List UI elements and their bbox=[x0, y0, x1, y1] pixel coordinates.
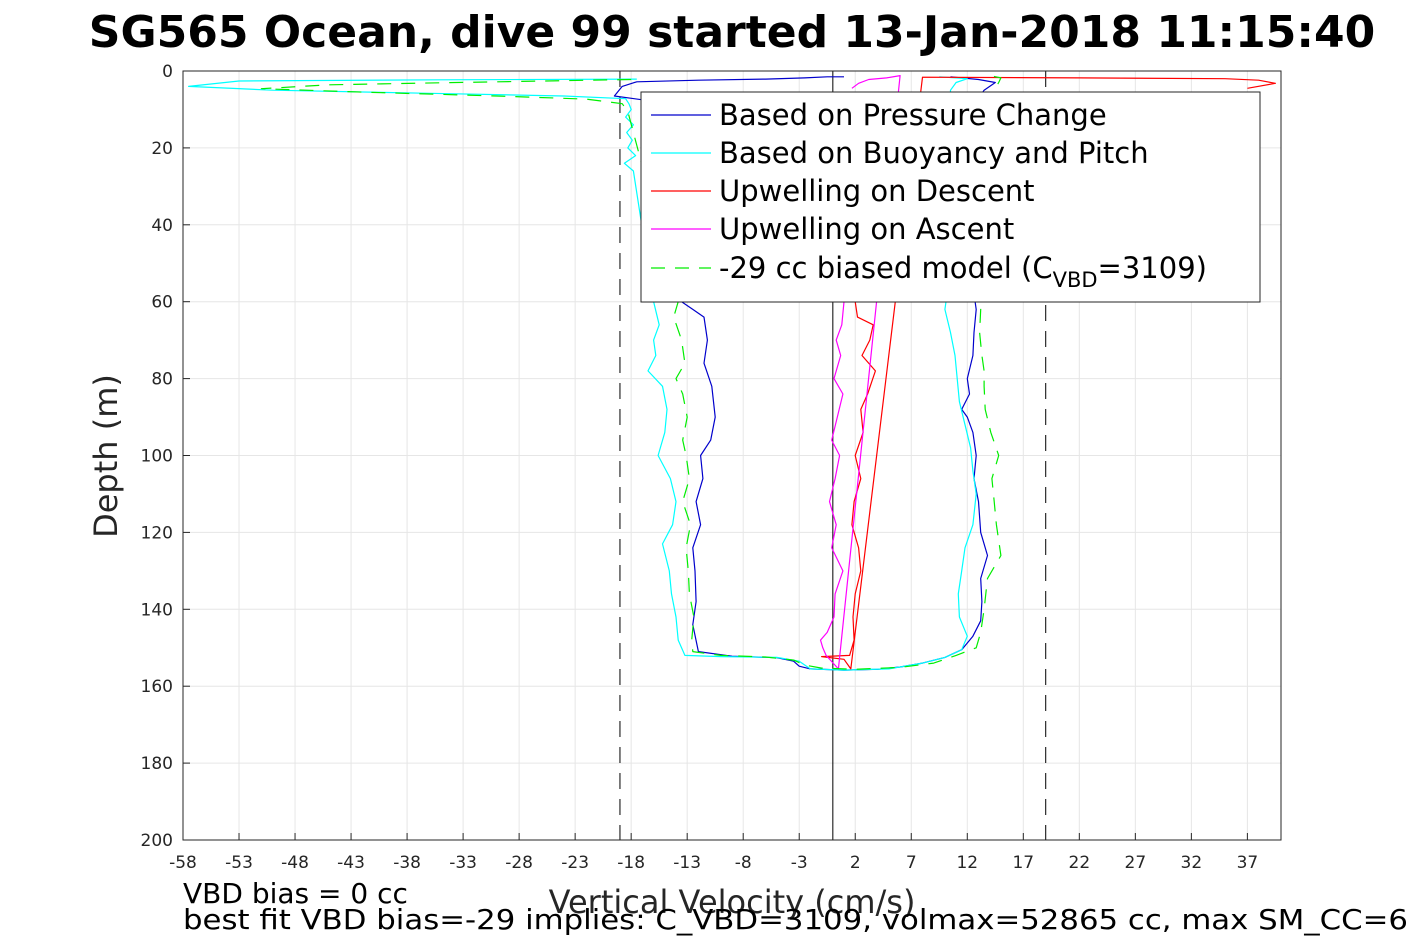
series-line-model bbox=[260, 75, 1002, 670]
y-tick-label: 60 bbox=[151, 293, 173, 313]
legend-model-prefix: -29 cc biased model (C bbox=[719, 251, 1053, 285]
y-tick-label: 180 bbox=[141, 754, 173, 774]
footer-best-fit: best fit VBD bias=-29 implies: C_VBD=310… bbox=[183, 903, 1408, 936]
y-tick-label: 120 bbox=[141, 523, 173, 543]
y-tick-label: 100 bbox=[141, 447, 173, 467]
x-tick-label: 22 bbox=[1069, 853, 1091, 873]
x-tick-label: 7 bbox=[906, 853, 917, 873]
y-tick-label: 20 bbox=[151, 139, 173, 159]
y-tick-label: 0 bbox=[162, 62, 173, 82]
legend-label-pressure: Based on Pressure Change bbox=[719, 98, 1107, 132]
x-tick-label: -28 bbox=[505, 853, 533, 873]
legend-box bbox=[640, 91, 1261, 303]
x-tick-label: -53 bbox=[225, 853, 253, 873]
y-tick-label: 40 bbox=[151, 216, 173, 236]
x-tick-label: 37 bbox=[1237, 853, 1259, 873]
x-tick-label: 12 bbox=[956, 853, 978, 873]
x-axis-ticks: -58 -53 -48 -43 -38 -33 -28 -23 -18 -13 -8 -3 2 7 12 17… bbox=[169, 833, 1258, 873]
x-tick-label: -23 bbox=[561, 853, 589, 873]
x-tick-label: -38 bbox=[393, 853, 421, 873]
x-tick-label: -8 bbox=[735, 853, 752, 873]
y-tick-label: 200 bbox=[141, 831, 173, 851]
x-tick-label: 2 bbox=[850, 853, 861, 873]
x-tick-label: -33 bbox=[449, 853, 477, 873]
x-tick-label: 27 bbox=[1125, 853, 1147, 873]
x-tick-label: -3 bbox=[791, 853, 808, 873]
y-axis-label: Depth (m) bbox=[87, 374, 125, 538]
x-tick-label: -58 bbox=[169, 853, 197, 873]
y-tick-label: 80 bbox=[151, 370, 173, 390]
x-tick-label: -13 bbox=[673, 853, 701, 873]
legend-label-buoyancy: Based on Buoyancy and Pitch bbox=[719, 136, 1149, 170]
x-tick-label: 17 bbox=[1012, 853, 1034, 873]
chart-title: SG565 Ocean, dive 99 started 13-Jan-2018… bbox=[89, 7, 1375, 58]
legend-model-sub: VBD bbox=[1053, 268, 1098, 292]
x-tick-label: -43 bbox=[337, 853, 365, 873]
x-tick-label: -48 bbox=[281, 853, 309, 873]
x-axis-label: Vertical Velocity (cm/s) bbox=[549, 883, 916, 921]
legend-label-model: -29 cc biased model (CVBD=3109) bbox=[719, 251, 1207, 292]
legend: Based on Pressure Change Based on Buoyan… bbox=[640, 91, 1261, 303]
legend-label-upwelling-ascent: Upwelling on Ascent bbox=[719, 212, 1014, 246]
legend-label-upwelling-descent: Upwelling on Descent bbox=[719, 174, 1035, 208]
y-axis-ticks: 0 20 40 60 80 100 120 140 160 180 200 bbox=[141, 62, 190, 851]
y-tick-label: 140 bbox=[141, 600, 173, 620]
legend-model-suffix: =3109) bbox=[1098, 251, 1207, 285]
footer-vbd-bias: VBD bias = 0 cc bbox=[183, 877, 408, 910]
x-tick-label: -18 bbox=[617, 853, 645, 873]
x-tick-label: 32 bbox=[1181, 853, 1203, 873]
y-tick-label: 160 bbox=[141, 677, 173, 697]
